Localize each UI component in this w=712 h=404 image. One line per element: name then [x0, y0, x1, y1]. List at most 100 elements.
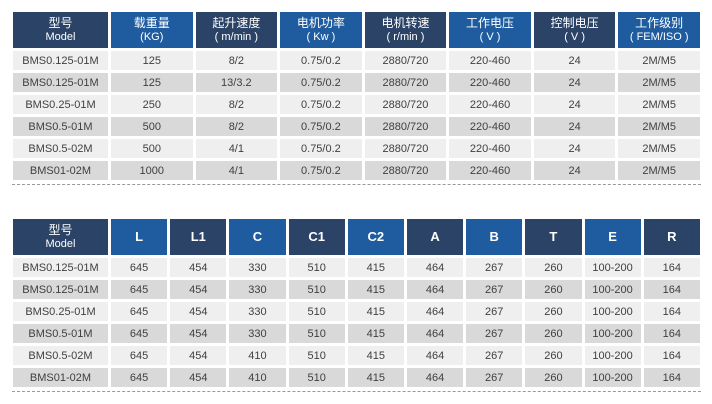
table-row: BMS0.5-01M 645 454 330 510 415 464 267 260 100-20…: [13, 324, 700, 343]
table-row: BMS01-02M 645 454 410 510 415 464 267 260 100-200…: [13, 368, 700, 387]
header-line1: 电机功率: [296, 15, 345, 30]
value-cell: 220-460: [449, 117, 531, 136]
column-header-duty-class: 工作级别( FEM/ISO ): [618, 12, 700, 48]
value-cell: 0.75/0.2: [280, 73, 362, 92]
header-line1: 起升速度: [212, 15, 261, 30]
value-cell: 464: [406, 346, 464, 365]
value-cell: 2880/720: [364, 73, 447, 92]
table-row: BMS0.5-01M 500 8/2 0.75/0.2 2880/720 220-460 2…: [13, 117, 700, 136]
value-cell: 330: [229, 280, 286, 299]
value-cell: 410: [229, 368, 286, 387]
column-header-dim-C1: C1: [288, 219, 345, 255]
value-cell: 645: [111, 258, 168, 277]
header-line1: 控制电压: [550, 15, 599, 30]
column-header-motor-speed: 电机转速( r/min ): [364, 12, 447, 48]
value-cell: 2M/M5: [618, 161, 700, 180]
header-line1: 电机转速: [381, 15, 430, 30]
column-header-control-voltage: 控制电压( V ): [533, 12, 616, 48]
value-cell: 267: [466, 346, 523, 365]
value-cell: 4/1: [195, 161, 278, 180]
value-cell: 500: [111, 139, 193, 158]
value-cell: 8/2: [195, 51, 278, 70]
value-cell: 2M/M5: [618, 73, 700, 92]
model-cell: BMS0.5-01M: [13, 324, 108, 343]
table-row: BMS0.25-01M 250 8/2 0.75/0.2 2880/720 220-460…: [13, 95, 700, 114]
value-cell: 510: [288, 324, 345, 343]
value-cell: 2M/M5: [618, 51, 700, 70]
value-cell: 330: [229, 302, 286, 321]
value-cell: 645: [111, 346, 168, 365]
table-row: BMS0.125-01M 645 454 330 510 415 464 267 260 100-…: [13, 258, 700, 277]
header-line1: 工作电压: [466, 15, 515, 30]
value-cell: 454: [170, 368, 227, 387]
value-cell: 13/3.2: [195, 73, 278, 92]
value-cell: 510: [288, 368, 345, 387]
header-row: 型号 Model L L1 C C1 C2 A B T E R: [13, 219, 700, 255]
header-line1: 型号: [48, 15, 73, 30]
value-cell: 415: [347, 368, 404, 387]
model-cell: BMS01-02M: [13, 161, 108, 180]
model-cell: BMS0.25-01M: [13, 95, 108, 114]
value-cell: 645: [111, 302, 168, 321]
dashed-divider: [12, 391, 701, 392]
value-cell: 464: [406, 258, 464, 277]
model-cell: BMS0.125-01M: [13, 258, 108, 277]
header-line1: C1: [308, 228, 325, 244]
value-cell: 250: [111, 95, 193, 114]
value-cell: 464: [406, 368, 464, 387]
value-cell: 410: [229, 346, 286, 365]
value-cell: 645: [111, 368, 168, 387]
column-header-dim-B: B: [466, 219, 523, 255]
value-cell: 4/1: [195, 139, 278, 158]
header-line1: A: [430, 228, 440, 244]
header-line1: T: [549, 228, 558, 244]
section-gap: [10, 185, 703, 216]
value-cell: 220-460: [449, 73, 531, 92]
header-line2: ( r/min ): [386, 30, 425, 43]
value-cell: 454: [170, 346, 227, 365]
value-cell: 260: [525, 368, 582, 387]
model-cell: BMS0.5-02M: [13, 139, 108, 158]
header-line1: L1: [190, 228, 206, 244]
column-header-dim-L1: L1: [170, 219, 227, 255]
value-cell: 2880/720: [364, 139, 447, 158]
value-cell: 0.75/0.2: [280, 95, 362, 114]
value-cell: 500: [111, 117, 193, 136]
value-cell: 125: [111, 51, 193, 70]
column-header-dim-R: R: [643, 219, 700, 255]
value-cell: 415: [347, 324, 404, 343]
value-cell: 2M/M5: [618, 117, 700, 136]
value-cell: 330: [229, 324, 286, 343]
column-header-model: 型号 Model: [13, 219, 108, 255]
value-cell: 464: [406, 302, 464, 321]
value-cell: 0.75/0.2: [280, 161, 362, 180]
value-cell: 267: [466, 280, 523, 299]
table-row: BMS01-02M 1000 4/1 0.75/0.2 2880/720 220-460 2…: [13, 161, 700, 180]
column-header-lifting-speed: 起升速度( m/min ): [195, 12, 278, 48]
value-cell: 510: [288, 280, 345, 299]
table-row: BMS0.5-02M 500 4/1 0.75/0.2 2880/720 220-460 2…: [13, 139, 700, 158]
model-cell: BMS01-02M: [13, 368, 108, 387]
value-cell: 645: [111, 324, 168, 343]
column-header-dim-E: E: [584, 219, 641, 255]
value-cell: 415: [347, 258, 404, 277]
value-cell: 510: [288, 258, 345, 277]
value-cell: 415: [347, 346, 404, 365]
value-cell: 454: [170, 324, 227, 343]
column-header-dim-C2: C2: [347, 219, 404, 255]
value-cell: 464: [406, 280, 464, 299]
value-cell: 454: [170, 280, 227, 299]
value-cell: 100-200: [584, 302, 641, 321]
model-cell: BMS0.125-01M: [13, 73, 108, 92]
value-cell: 100-200: [584, 346, 641, 365]
value-cell: 510: [288, 346, 345, 365]
header-line1: C: [252, 228, 263, 244]
value-cell: 100-200: [584, 258, 641, 277]
value-cell: 0.75/0.2: [280, 139, 362, 158]
header-line1: 载重量: [133, 15, 170, 30]
column-header-dim-T: T: [525, 219, 582, 255]
header-line2: ( V ): [564, 30, 585, 43]
value-cell: 1000: [111, 161, 193, 180]
model-cell: BMS0.125-01M: [13, 280, 108, 299]
value-cell: 464: [406, 324, 464, 343]
